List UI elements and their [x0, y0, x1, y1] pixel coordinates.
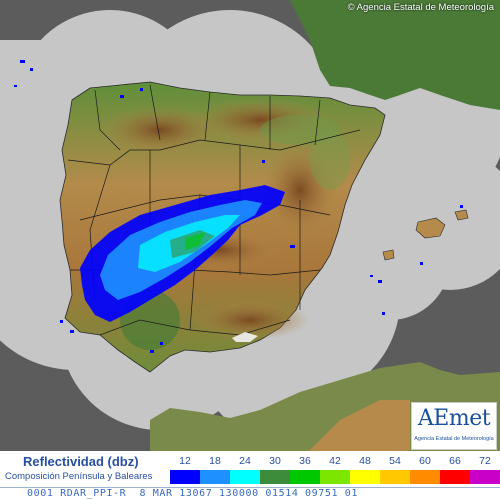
legend-swatch-66 — [440, 470, 470, 484]
legend-tick-48: 48 — [359, 455, 371, 467]
balearic-islands — [382, 209, 469, 261]
legend-tick-72: 72 — [479, 455, 491, 467]
legend-tick-42: 42 — [329, 455, 341, 467]
legend-tick-12: 12 — [179, 455, 191, 467]
legend-swatch-42 — [320, 470, 350, 484]
legend-swatch-24 — [230, 470, 260, 484]
legend-swatch-36 — [290, 470, 320, 484]
legend-swatch-60 — [410, 470, 440, 484]
legend-tick-66: 66 — [449, 455, 461, 467]
legend-swatch-12 — [170, 470, 200, 484]
legend-tick-18: 18 — [209, 455, 221, 467]
legend-swatch-48 — [350, 470, 380, 484]
legend-subtitle: Composición Península y Baleares — [5, 471, 153, 482]
aemet-logo: AEmet Agencia Estatal de Meteorología — [411, 402, 497, 450]
legend-title: Reflectividad (dbz) — [23, 454, 139, 469]
radar-echoes — [14, 60, 463, 353]
legend-tick-36: 36 — [299, 455, 311, 467]
legend-swatch-72 — [470, 470, 500, 484]
legend-tick-30: 30 — [269, 455, 281, 467]
legend-swatch-18 — [200, 470, 230, 484]
snow-patch — [232, 332, 258, 342]
legend-tick-60: 60 — [419, 455, 431, 467]
reflectivity-legend: Reflectividad (dbz) Composición Penínsul… — [0, 451, 500, 487]
legend-color-scale — [170, 470, 500, 484]
legend-tick-labels: 12 18 24 30 36 42 48 54 60 66 72 — [170, 455, 500, 467]
france-land — [290, 0, 500, 110]
logo-subtitle: Agencia Estatal de Meteorología — [414, 436, 494, 442]
status-text: 0001 RDAR_PPI-R 8 MAR 13067 130000 01514… — [27, 488, 359, 499]
copyright-label: © Agencia Estatal de Meteorología — [347, 2, 494, 13]
legend-tick-54: 54 — [389, 455, 401, 467]
legend-tick-24: 24 — [239, 455, 251, 467]
legend-swatch-30 — [260, 470, 290, 484]
logo-text: AEmet — [417, 406, 491, 431]
legend-swatch-54 — [380, 470, 410, 484]
status-bar: 0001 RDAR_PPI-R 8 MAR 13067 130000 01514… — [0, 487, 500, 500]
